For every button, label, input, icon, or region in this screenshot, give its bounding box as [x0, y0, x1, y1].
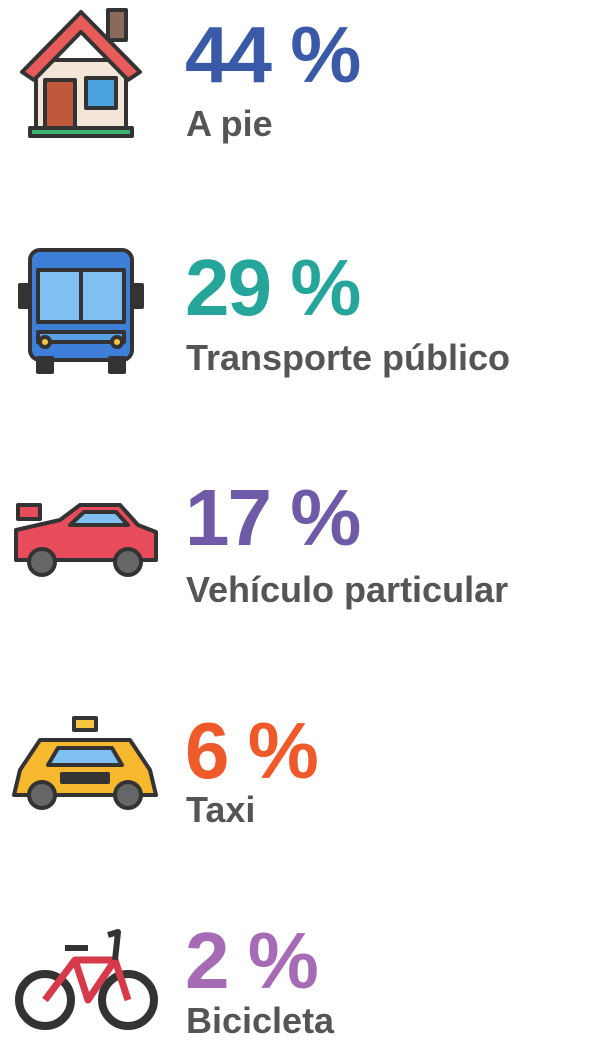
item-label: Vehículo particular: [186, 569, 508, 610]
item-value: 29 %: [185, 243, 360, 332]
item-value: 6 %: [185, 706, 318, 795]
item-value: 17 %: [185, 473, 360, 562]
bike-icon: [15, 929, 158, 1030]
item-label: A pie: [186, 103, 273, 144]
item-label: Taxi: [186, 789, 255, 830]
house-icon: [20, 8, 142, 138]
item-value: 2 %: [185, 916, 318, 1005]
taxi-icon: [12, 716, 158, 810]
item-value: 44 %: [185, 10, 360, 99]
item-label: Transporte público: [186, 337, 510, 378]
bus-icon: [18, 248, 144, 374]
car-icon: [14, 503, 158, 577]
item-label: Bicicleta: [186, 1000, 335, 1040]
